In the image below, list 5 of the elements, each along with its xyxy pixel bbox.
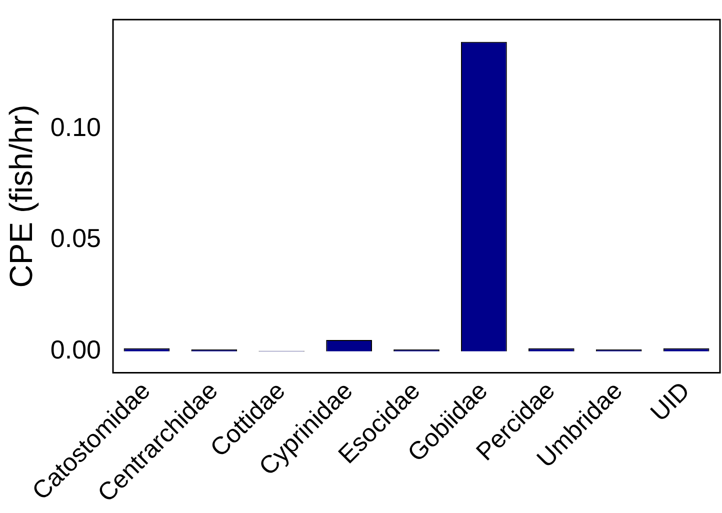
y-axis-title: CPE (fish/hr): [3, 104, 40, 288]
y-tick-label: 0.00: [50, 334, 102, 365]
x-tick-label: UID: [645, 376, 696, 427]
y-tick-label: 0.10: [50, 112, 102, 142]
y-tick-label: 0.05: [50, 223, 102, 254]
